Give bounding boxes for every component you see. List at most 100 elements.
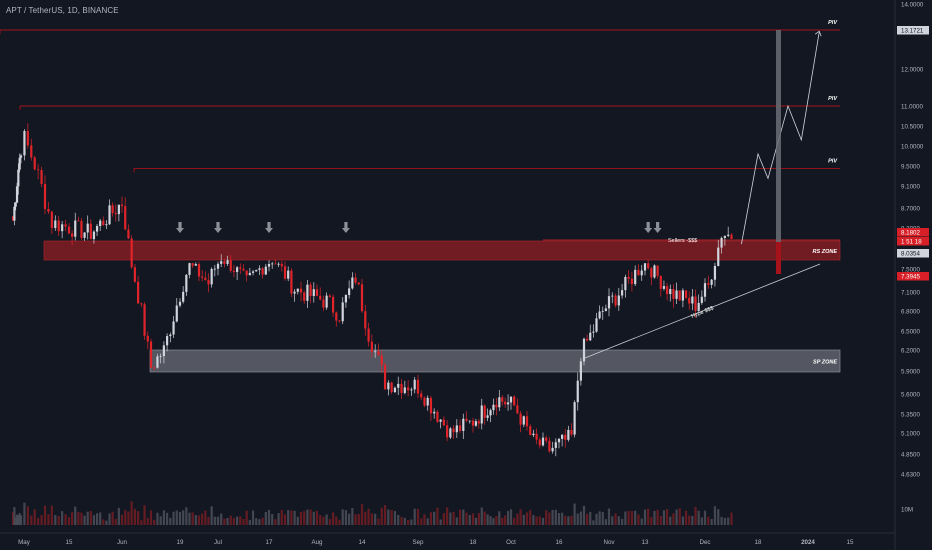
volume-bar-30 xyxy=(99,512,102,525)
volume-bar-147 xyxy=(474,517,478,525)
volume-bar-179 xyxy=(573,503,576,525)
price-tick-16: 6.8000 xyxy=(901,309,920,316)
candle-body xyxy=(197,264,201,277)
down-arrow-head xyxy=(214,228,222,233)
volume-bar-121 xyxy=(390,509,393,525)
candle-80 xyxy=(258,265,261,276)
price-tick-3: 11.0000 xyxy=(901,104,923,111)
volume-bar-45 xyxy=(146,517,149,525)
candle-77 xyxy=(248,267,251,276)
candle-198 xyxy=(634,265,637,287)
candle-217 xyxy=(694,289,697,318)
candle-body xyxy=(420,393,423,398)
candle-12 xyxy=(40,166,43,188)
candle-120 xyxy=(387,380,390,396)
candle-body xyxy=(47,208,50,212)
candle-body xyxy=(351,277,354,289)
volume-bar-46 xyxy=(149,510,153,525)
candle-body xyxy=(576,380,579,403)
candle-body xyxy=(554,442,557,448)
volume-bar-173 xyxy=(554,509,557,525)
candle-body xyxy=(492,404,495,411)
candle-body xyxy=(117,204,120,215)
volume-bar-124 xyxy=(400,517,403,525)
volume-bar-146 xyxy=(471,513,475,525)
volume-bar-114 xyxy=(367,508,370,525)
down-arrow-head xyxy=(176,228,184,233)
candle-123 xyxy=(397,376,400,396)
candle-96 xyxy=(309,282,312,304)
volume-bar-59 xyxy=(191,512,194,525)
candle-125 xyxy=(403,380,406,395)
candle-28 xyxy=(92,230,96,244)
candle-85 xyxy=(274,259,277,265)
volume-bar-170 xyxy=(545,510,548,525)
candle-1 xyxy=(13,202,16,226)
candle-body xyxy=(710,279,713,285)
candle-94 xyxy=(303,290,306,304)
down-arrow-shaft xyxy=(216,222,220,228)
time-tick-2: Jun xyxy=(117,539,128,546)
candle-7 xyxy=(23,129,26,161)
candle-body xyxy=(261,268,264,275)
candle-body xyxy=(611,295,614,297)
candle-body xyxy=(162,345,165,357)
volume-bar-36 xyxy=(117,507,120,525)
volume-bar-191 xyxy=(611,516,614,525)
candle-209 xyxy=(669,284,672,302)
candle-108 xyxy=(348,280,351,299)
time-tick-7: 14 xyxy=(359,539,366,546)
candle-body xyxy=(436,411,439,422)
candle-111 xyxy=(357,282,360,286)
candle-body xyxy=(166,336,169,346)
candle-97 xyxy=(312,282,315,303)
candle-84 xyxy=(271,261,274,269)
candle-body xyxy=(400,383,403,393)
volume-bar-154 xyxy=(495,516,498,525)
candle-body xyxy=(283,266,287,279)
candle-212 xyxy=(678,290,681,301)
candle-117 xyxy=(377,343,380,356)
candle-54 xyxy=(175,298,178,323)
price-badge-bg-4 xyxy=(897,272,929,281)
volume-bar-225 xyxy=(720,516,723,525)
candle-body xyxy=(213,268,216,270)
volume-bar-203 xyxy=(650,516,653,525)
candle-body xyxy=(586,338,589,341)
candle-body xyxy=(397,383,400,388)
volume-bar-177 xyxy=(567,516,570,525)
candle-body xyxy=(684,290,688,298)
volume-bar-44 xyxy=(143,505,146,525)
candle-140 xyxy=(452,425,455,439)
price-tick-18: 6.2000 xyxy=(901,348,920,355)
volume-bar-97 xyxy=(312,511,315,525)
candle-body xyxy=(54,220,57,229)
volume-bar-61 xyxy=(197,515,201,525)
candle-103 xyxy=(331,294,335,317)
candle-61 xyxy=(197,261,201,282)
candle-body xyxy=(299,288,303,293)
zone-label-0: RS ZONE xyxy=(813,249,838,255)
volume-bar-70 xyxy=(226,518,229,525)
candle-body xyxy=(264,266,267,275)
volume-bar-32 xyxy=(105,520,108,525)
volume-bar-184 xyxy=(589,511,592,525)
candle-24 xyxy=(80,217,83,240)
candle-30 xyxy=(99,218,102,232)
volume-bar-54 xyxy=(175,510,178,525)
candle-174 xyxy=(557,437,561,449)
candle-body xyxy=(545,437,548,441)
piv-label-2: PIV xyxy=(828,158,838,164)
candle-body xyxy=(232,270,236,272)
candle-34 xyxy=(111,202,114,217)
volume-bar-150 xyxy=(483,511,486,525)
candle-body xyxy=(114,212,117,215)
candle-138 xyxy=(446,420,449,442)
candle-126 xyxy=(407,380,410,397)
candle-body xyxy=(159,356,162,357)
candle-29 xyxy=(95,223,99,237)
price-badge-3: 8.0354 xyxy=(901,251,920,258)
volume-bar-194 xyxy=(620,518,624,525)
candle-body xyxy=(374,351,377,353)
